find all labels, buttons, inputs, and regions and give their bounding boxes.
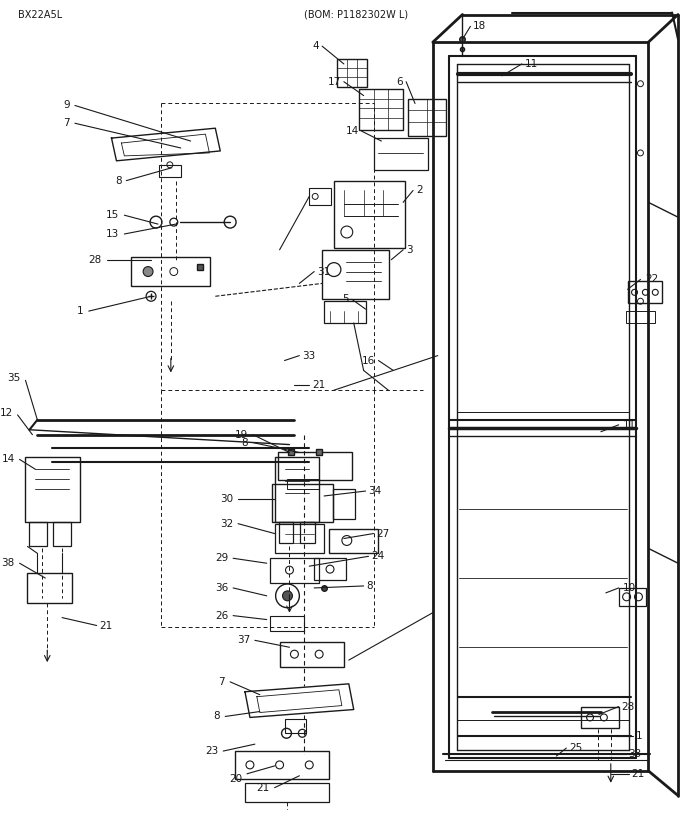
Text: 1: 1 [636, 731, 642, 741]
Bar [628, 281, 662, 303]
Bar [279, 642, 344, 667]
Text: 7: 7 [218, 677, 225, 687]
Text: 4: 4 [313, 41, 319, 51]
Polygon shape [245, 684, 354, 717]
Bar [275, 524, 324, 553]
Text: 13: 13 [106, 229, 120, 239]
Text: 23: 23 [205, 746, 218, 756]
Text: 14: 14 [345, 126, 358, 136]
Text: 11: 11 [623, 420, 636, 430]
Bar [581, 707, 619, 729]
Bar [27, 573, 72, 603]
Text: 21: 21 [312, 381, 326, 390]
Bar [329, 529, 379, 553]
Bar [358, 89, 403, 130]
Text: 27: 27 [377, 529, 390, 539]
Text: 9: 9 [63, 100, 70, 111]
Text: 38: 38 [1, 558, 15, 568]
Text: 6: 6 [396, 77, 403, 86]
Text: 8: 8 [115, 175, 122, 186]
Bar [53, 522, 71, 546]
Text: 29: 29 [215, 553, 228, 563]
Text: 8: 8 [367, 581, 373, 591]
Text: 37: 37 [237, 636, 250, 645]
Text: 16: 16 [362, 355, 375, 366]
Bar [272, 484, 333, 522]
Bar [275, 457, 319, 522]
Circle shape [143, 267, 153, 276]
Bar [245, 782, 329, 803]
Text: 21: 21 [100, 620, 113, 631]
Bar [25, 457, 80, 522]
Text: 33: 33 [628, 749, 642, 759]
Text: 3: 3 [406, 244, 413, 255]
Bar [159, 165, 181, 177]
Text: 12: 12 [0, 408, 13, 418]
Text: 19: 19 [235, 430, 248, 439]
Text: 26: 26 [215, 610, 228, 620]
Text: 15: 15 [106, 210, 120, 220]
Text: 17: 17 [328, 77, 341, 86]
Text: 2: 2 [416, 186, 423, 196]
Text: 21: 21 [256, 782, 270, 793]
Text: 11: 11 [525, 59, 538, 69]
Text: 28: 28 [622, 702, 635, 711]
Text: 25: 25 [569, 743, 583, 753]
Circle shape [283, 591, 292, 601]
Bar [324, 302, 366, 323]
Text: 30: 30 [220, 494, 233, 504]
Bar [301, 522, 315, 544]
Text: 22: 22 [645, 275, 659, 284]
Bar [626, 311, 656, 323]
Text: 21: 21 [632, 769, 645, 779]
Text: BX22A5L: BX22A5L [18, 10, 62, 20]
Text: 1: 1 [78, 306, 84, 316]
Bar [337, 59, 367, 86]
Text: 14: 14 [1, 455, 15, 465]
Text: 5: 5 [342, 294, 349, 304]
Text: 7: 7 [63, 118, 70, 128]
Text: (BOM: P1182302W L): (BOM: P1182302W L) [305, 10, 409, 20]
Bar [131, 257, 210, 286]
Text: 8: 8 [214, 711, 220, 721]
Bar [29, 522, 47, 546]
Text: 18: 18 [473, 21, 486, 31]
Text: 24: 24 [371, 551, 385, 562]
Bar [333, 489, 355, 518]
Bar [279, 522, 294, 544]
Text: 10: 10 [623, 583, 636, 593]
Bar [270, 615, 305, 632]
Text: 8: 8 [241, 438, 248, 447]
Text: 32: 32 [220, 518, 233, 529]
Text: 36: 36 [215, 583, 228, 593]
Bar [284, 720, 306, 734]
Text: 20: 20 [229, 773, 242, 784]
Text: 34: 34 [369, 486, 381, 496]
Bar [288, 479, 319, 489]
Text: 33: 33 [303, 350, 316, 360]
Bar [309, 187, 331, 205]
Bar [373, 138, 428, 170]
Bar [322, 250, 390, 299]
Polygon shape [112, 128, 220, 161]
Text: 28: 28 [88, 255, 101, 265]
Bar [334, 181, 405, 248]
Bar [408, 99, 445, 136]
Text: 31: 31 [317, 267, 330, 276]
Bar [314, 558, 346, 580]
Bar [277, 452, 352, 480]
Text: 35: 35 [7, 373, 20, 383]
Bar [235, 751, 329, 779]
Bar [619, 588, 647, 606]
Bar [270, 558, 319, 583]
